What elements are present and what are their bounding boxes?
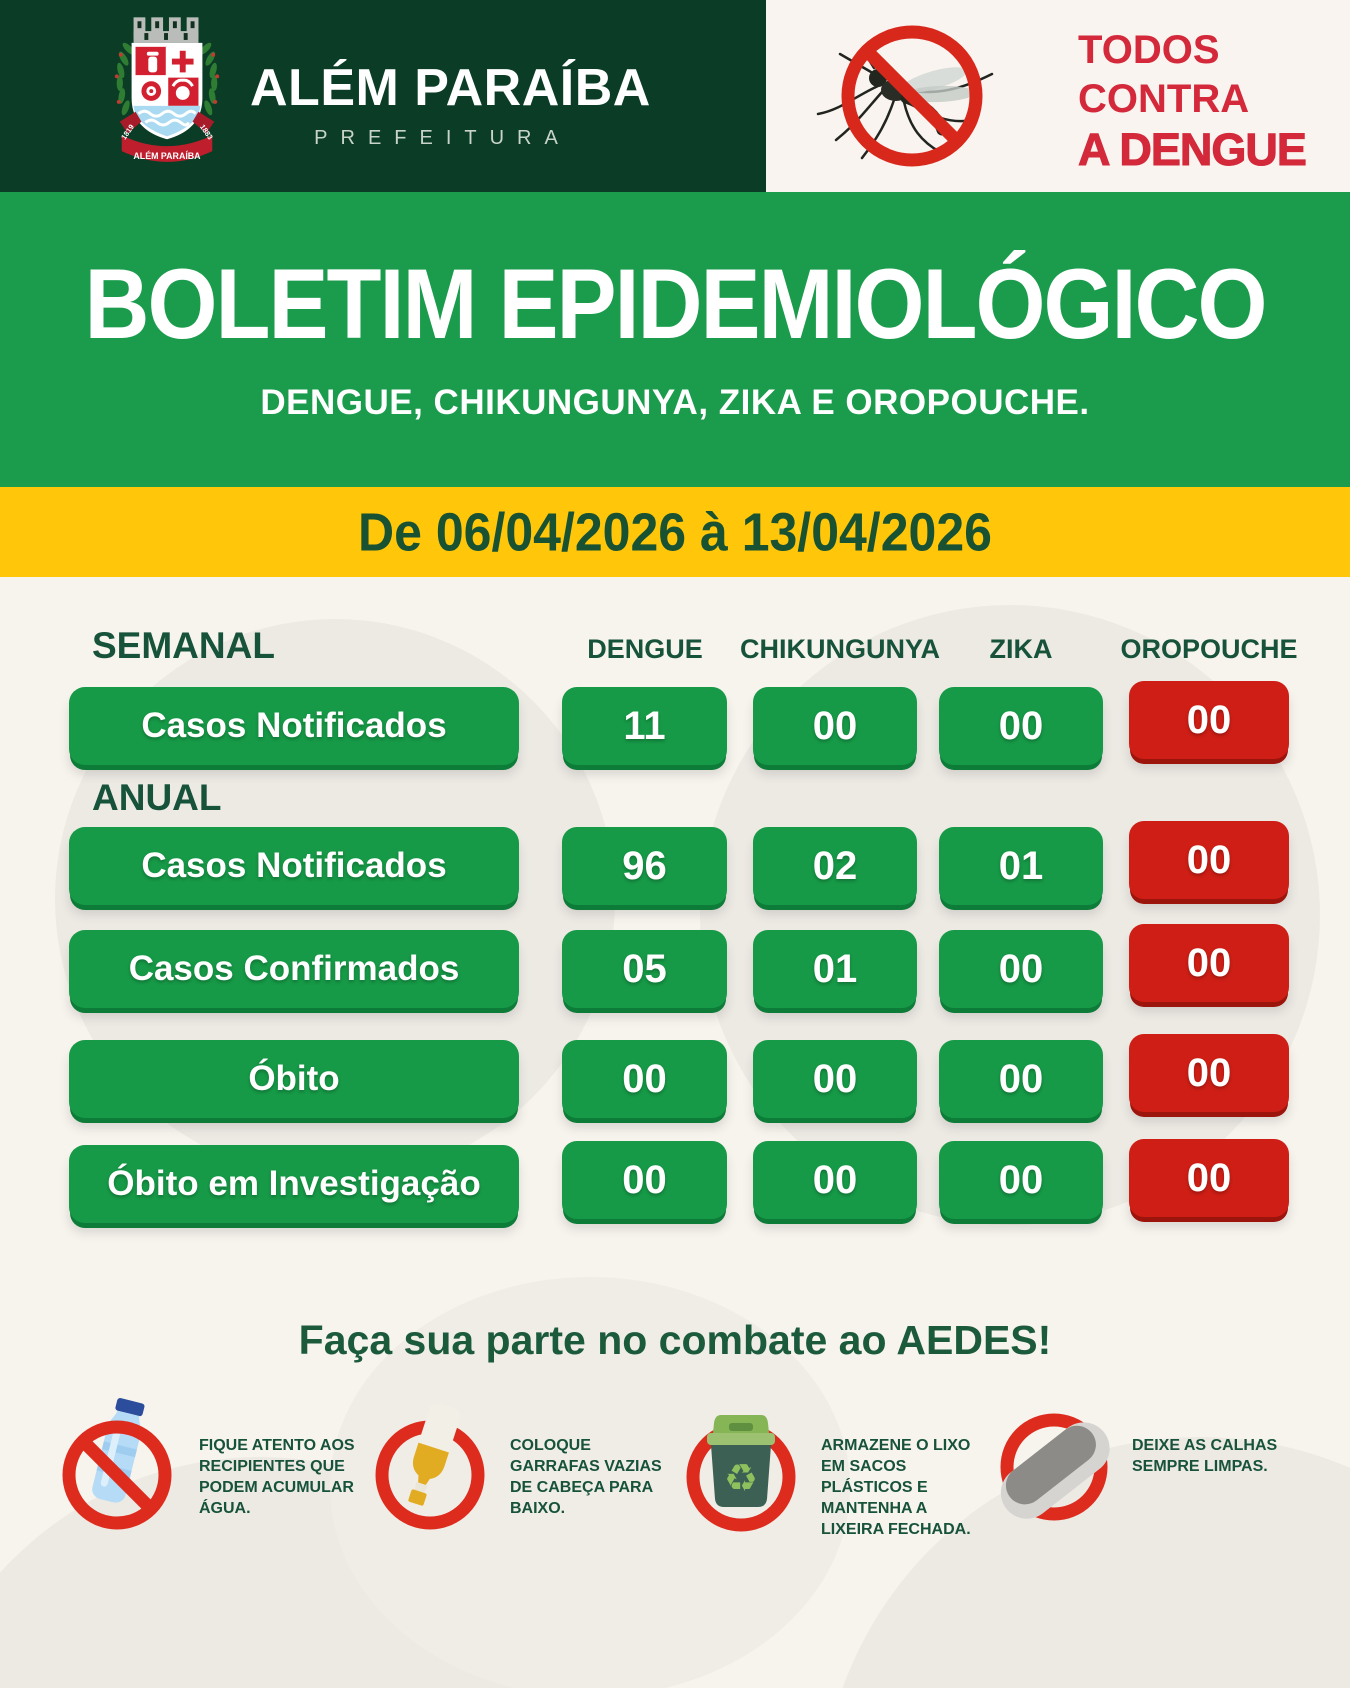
value-zika: 01	[939, 827, 1103, 905]
column-header-oropouche: OROPOUCHE	[1120, 634, 1298, 664]
table-row: Casos Notificados 11 00 00 00	[0, 681, 1350, 771]
value-chikungunya: 00	[753, 1141, 917, 1219]
value-zika: 00	[939, 1040, 1103, 1118]
value-chikungunya: 01	[753, 930, 917, 1008]
row-label: Óbito	[248, 1059, 340, 1098]
column-header-chikungunya: CHIKUNGUNYA	[740, 634, 941, 664]
period-text: De 06/04/2026 à 13/04/2026	[358, 501, 992, 563]
row-label-box: Óbito em Investigação	[69, 1145, 519, 1223]
page-title: BOLETIM EPIDEMIOLÓGICO	[84, 249, 1267, 360]
row-label-box: Casos Notificados	[69, 827, 519, 905]
campaign-line-3: A DENGUE	[1078, 123, 1308, 175]
value-oropouche: 00	[1129, 924, 1289, 1002]
closed-trash-bin-icon: ♻	[686, 1415, 796, 1532]
campaign-panel: TODOS CONTRA A DENGUE	[766, 0, 1350, 192]
value-dengue: 00	[562, 1141, 727, 1219]
value-oropouche: 00	[1129, 681, 1289, 759]
section-label-weekly: SEMANAL	[92, 625, 275, 666]
column-header-zika: ZIKA	[989, 634, 1053, 664]
row-label: Casos Notificados	[141, 846, 447, 885]
prevention-tips: FIQUE ATENTO AOS RECIPIENTES QUE PODEM A…	[55, 1389, 1300, 1549]
row-label: Casos Notificados	[141, 706, 447, 745]
value-chikungunya: 00	[753, 687, 917, 765]
crest-laurel-left	[116, 42, 135, 116]
table-row: Óbito 00 00 00 00	[0, 1034, 1350, 1124]
page-subtitle: DENGUE, CHIKUNGUNYA, ZIKA E OROPOUCHE.	[260, 383, 1090, 422]
crest-shield	[131, 42, 203, 140]
call-to-action-heading: Faça sua parte no combate ao AEDES!	[298, 1317, 1052, 1363]
value-zika: 00	[939, 687, 1103, 765]
value-zika: 00	[939, 930, 1103, 1008]
tip-text: ARMAZENE O LIXO EM SACOS PLÁSTICOS E MAN…	[821, 1437, 971, 1539]
table-row: Casos Confirmados 05 01 00 00	[0, 924, 1350, 1014]
upside-down-bottle-icon	[375, 1403, 485, 1530]
header-bar: 1819 1883 ALÉM PARAÍBA ALÉM PARAÍBA PREF…	[0, 0, 1350, 192]
row-label-box: Óbito	[69, 1040, 519, 1118]
tip-bottles: COLOQUE GARRAFAS VAZIAS DE CABEÇA PARA B…	[366, 1389, 677, 1549]
row-label-box: Casos Notificados	[69, 687, 519, 765]
clean-gutter-icon	[1000, 1413, 1110, 1521]
cases-board: SEMANAL DENGUE CHIKUNGUNYA ZIKA OROPOUCH…	[0, 577, 1350, 1688]
campaign-line-1: TODOS	[1078, 28, 1220, 72]
campaign-slogan: TODOS CONTRA A DENGUE	[1078, 26, 1308, 175]
tip-text: DEIXE AS CALHAS SEMPRE LIMPAS.	[1132, 1437, 1278, 1476]
section-label-annual: ANUAL	[92, 777, 222, 818]
row-label: Óbito em Investigação	[107, 1164, 481, 1203]
title-banner: BOLETIM EPIDEMIOLÓGICO DENGUE, CHIKUNGUN…	[0, 192, 1350, 487]
brand-text: ALÉM PARAÍBA PREFEITURA	[250, 58, 651, 150]
value-chikungunya: 00	[753, 1040, 917, 1118]
value-oropouche: 00	[1129, 821, 1289, 899]
table-row: Óbito em Investigação 00 00 00 00	[0, 1139, 1350, 1229]
table-row: Casos Notificados 96 02 01 00	[0, 821, 1350, 911]
recycle-icon: ♻	[724, 1456, 758, 1500]
value-zika: 00	[939, 1141, 1103, 1219]
value-dengue: 05	[562, 930, 727, 1008]
crest-ribbon-label: ALÉM PARAÍBA	[133, 151, 201, 161]
city-name: ALÉM PARAÍBA	[250, 59, 651, 117]
no-mosquito-icon	[816, 25, 994, 167]
row-label: Casos Confirmados	[128, 949, 460, 988]
campaign-line-2: CONTRA	[1078, 76, 1250, 121]
value-dengue: 96	[562, 827, 727, 905]
period-bar: De 06/04/2026 à 13/04/2026	[0, 487, 1350, 577]
tip-gutters: DEIXE AS CALHAS SEMPRE LIMPAS.	[988, 1389, 1299, 1549]
value-chikungunya: 02	[753, 827, 917, 905]
tip-text: COLOQUE GARRAFAS VAZIAS DE CABEÇA PARA B…	[510, 1437, 662, 1518]
crest-year-right: 1883	[198, 123, 215, 142]
city-coat-of-arms-icon: 1819 1883 ALÉM PARAÍBA	[114, 17, 220, 162]
row-label-box: Casos Confirmados	[69, 930, 519, 1008]
no-standing-water-bottle-icon	[62, 1398, 172, 1530]
column-header-dengue: DENGUE	[587, 634, 703, 664]
tip-containers: FIQUE ATENTO AOS RECIPIENTES QUE PODEM A…	[55, 1389, 366, 1549]
tip-text: FIQUE ATENTO AOS RECIPIENTES QUE PODEM A…	[199, 1437, 355, 1518]
org-name: PREFEITURA	[314, 127, 571, 149]
tip-trash: ♻ ARMAZENE O LIXO EM SACOS PLÁSTICOS E M…	[677, 1389, 988, 1549]
value-dengue: 00	[562, 1040, 727, 1118]
value-oropouche: 00	[1129, 1139, 1289, 1217]
value-oropouche: 00	[1129, 1034, 1289, 1112]
value-dengue: 11	[562, 687, 727, 765]
